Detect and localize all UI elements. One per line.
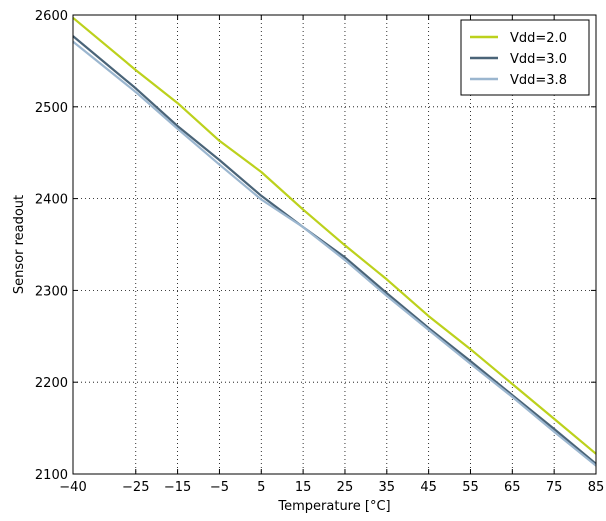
x-axis-label: Temperature [°C] [277,499,390,514]
y-axis-label: Sensor readout [12,195,27,294]
y-tick-label: 2100 [35,468,68,483]
x-tick-label: 15 [295,480,312,495]
x-tick-label: 55 [462,480,479,495]
y-tick-label: 2400 [35,193,68,208]
series-line-vdd-3-8 [72,40,597,467]
x-tick-label: 65 [504,480,521,495]
x-tick-label: 75 [546,480,563,495]
series-line-vdd-2-0 [72,16,597,455]
y-tick-label: 2300 [35,284,68,299]
y-tick-label: 2500 [35,101,68,116]
legend-label: Vdd=3.0 [510,52,567,67]
x-tick-label: 35 [379,480,396,495]
plot-frame [72,14,597,475]
axis-ticks [72,14,597,475]
x-tick-label: −25 [122,480,149,495]
x-tick-label: 45 [420,480,437,495]
x-tick-label: 85 [588,480,605,495]
x-tick-label: 5 [257,480,265,495]
x-tick-label: 25 [337,480,354,495]
legend-label: Vdd=2.0 [510,31,567,46]
legend-label: Vdd=3.8 [510,73,567,88]
series-lines [72,16,597,467]
x-tick-label: −40 [59,480,86,495]
y-tick-label: 2600 [35,9,68,24]
x-tick-label: −5 [210,480,229,495]
y-tick-labels: 2100 2200 2300 2400 2500 2600 [35,9,68,483]
x-tick-labels: −40 −25 −15 −5 5 15 25 35 45 55 65 75 85 [59,480,604,495]
legend: Vdd=2.0 Vdd=3.0 Vdd=3.8 [460,19,590,96]
x-tick-label: −15 [164,480,191,495]
y-tick-label: 2200 [35,376,68,391]
series-line-vdd-3-0 [72,35,597,465]
